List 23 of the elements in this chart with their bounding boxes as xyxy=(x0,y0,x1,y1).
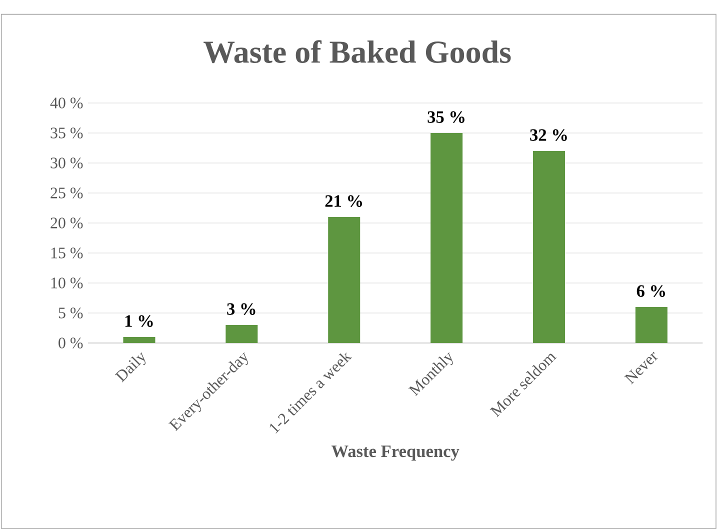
y-tick-label: 30 % xyxy=(50,158,83,168)
x-axis-title: Waste Frequency xyxy=(331,446,460,461)
chart-title: Waste of Baked Goods xyxy=(204,40,511,64)
bar xyxy=(328,217,360,343)
data-label: 32 % xyxy=(530,129,567,141)
bar xyxy=(226,325,258,343)
y-tick-label: 0 % xyxy=(58,338,83,348)
data-label: 3 % xyxy=(227,303,256,315)
data-label: 6 % xyxy=(636,285,665,297)
data-label: 1 % xyxy=(125,315,153,327)
bar xyxy=(533,151,565,343)
y-tick-label: 5 % xyxy=(58,308,83,318)
y-tick-label: 10 % xyxy=(51,278,83,288)
y-tick-label: 40 % xyxy=(50,98,83,108)
bar xyxy=(430,133,463,343)
data-label: 21 % xyxy=(325,195,362,207)
data-label: 35 % xyxy=(428,111,464,123)
bar xyxy=(635,307,668,343)
y-tick-label: 25 % xyxy=(50,188,83,198)
bar xyxy=(123,337,156,343)
y-tick-label: 15 % xyxy=(51,248,83,258)
y-tick-label: 20 % xyxy=(50,218,83,228)
y-tick-label: 35 % xyxy=(50,128,83,138)
